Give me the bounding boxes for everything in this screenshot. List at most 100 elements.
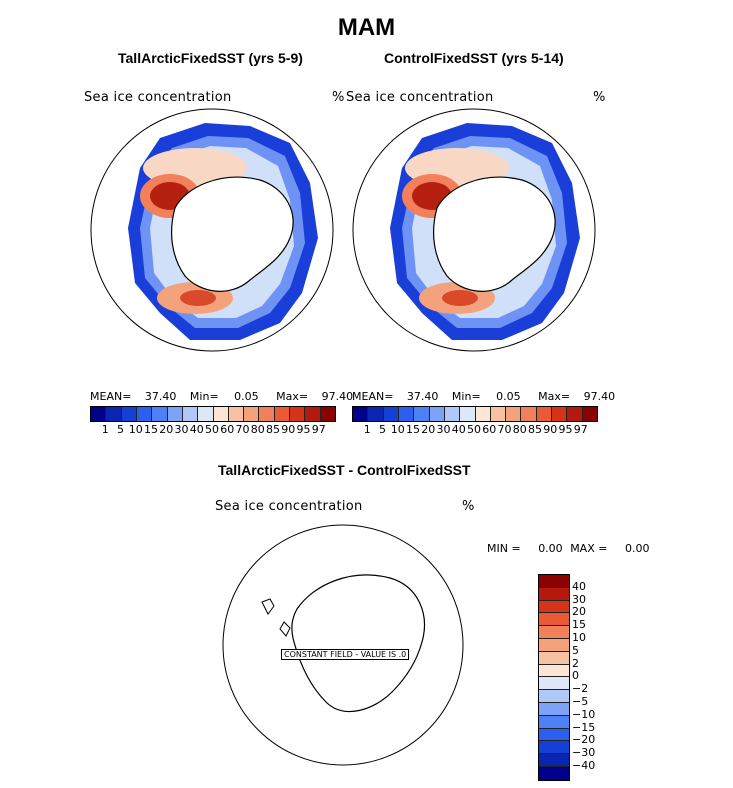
min-value: 0.05 — [234, 390, 259, 403]
colorbar-tick-label: 20 — [159, 423, 174, 436]
min-value: 0.05 — [496, 390, 521, 403]
colorbar-tick-label: 50 — [467, 423, 481, 436]
sea-ice-field-left — [128, 123, 318, 340]
colorbar-tick-label: −5 — [572, 695, 589, 708]
panel-right-units: % — [593, 90, 606, 105]
diff-field-label: Sea ice concentration — [215, 499, 363, 514]
colorbar-swatch — [490, 407, 507, 421]
colorbar-swatch — [213, 407, 229, 421]
diff-max-label: MAX = — [570, 542, 608, 555]
colorbar-right-labels: 1 5 10 15 20 30 40 50 60 70 80 85 90 95 97 — [352, 423, 596, 437]
colorbar-tick-label: 30 — [436, 423, 451, 436]
colorbar-tick-label: 70 — [497, 423, 512, 436]
antarctica-outline-left — [170, 176, 294, 292]
colorbar-swatch — [121, 407, 137, 421]
max-value: 97.40 — [321, 390, 354, 403]
colorbar-swatch — [353, 407, 369, 421]
colorbar-swatch — [274, 407, 291, 421]
colorbar-swatch — [539, 741, 569, 755]
colorbar-swatch — [536, 407, 553, 421]
colorbar-left-labels: 1 5 10 15 20 30 40 50 60 70 80 85 90 95 97 — [90, 423, 334, 437]
colorbar-swatch — [539, 600, 569, 614]
colorbar-tick-label: 50 — [205, 423, 219, 436]
diff-min-label: MIN = — [487, 542, 521, 555]
colorbar-swatch — [460, 407, 476, 421]
colorbar-tick-label: 40 — [451, 423, 466, 436]
colorbar-swatch — [414, 407, 430, 421]
antarctica-outline-diff — [291, 574, 426, 713]
colorbar-tick-label: 70 — [235, 423, 250, 436]
colorbar-swatch — [539, 728, 569, 742]
colorbar-tick-label: 90 — [543, 423, 558, 436]
min-label: Min= — [189, 390, 219, 403]
colorbar-tick-label: −10 — [572, 707, 596, 721]
colorbar-swatch — [228, 407, 245, 421]
colorbar-tick-label: 10 — [572, 631, 586, 644]
colorbar-swatch — [539, 754, 569, 767]
colorbar-swatch — [539, 702, 569, 716]
max-label: Max= — [538, 390, 571, 403]
colorbar-tick-label: 20 — [421, 423, 436, 436]
colorbar-swatch — [475, 407, 491, 421]
colorbar-swatch — [539, 575, 569, 588]
mean-label: MEAN= — [352, 390, 394, 403]
diff-min-value: 0.00 — [538, 542, 563, 555]
diff-minmax: MIN = 0.00 MAX = 0.00 — [487, 542, 649, 555]
panel-left-units: % — [332, 90, 345, 105]
colorbar-tick-label: 1 — [101, 423, 109, 436]
colorbar-swatch — [539, 766, 569, 780]
colorbar-swatch — [539, 715, 569, 729]
colorbar-swatch — [444, 407, 461, 421]
colorbar-tick-label: 0 — [572, 669, 579, 683]
colorbar-swatch — [182, 407, 199, 421]
colorbar-tick-label: 60 — [220, 423, 235, 436]
constant-field-note: CONSTANT FIELD - VALUE IS .0 — [281, 649, 410, 660]
panel-right-stats: MEAN= 37.40 Min= 0.05 Max= 97.40 — [352, 390, 615, 403]
colorbar-tick-label: 80 — [250, 423, 265, 436]
colorbar-tick-label: 10 — [128, 423, 143, 436]
colorbar-swatch — [539, 664, 569, 678]
max-value: 97.40 — [583, 390, 616, 403]
colorbar-swatch — [539, 651, 569, 665]
colorbar-swatch — [383, 407, 399, 421]
colorbar-tick-label: 40 — [572, 579, 586, 593]
mean-value: 37.40 — [406, 390, 439, 403]
colorbar-swatch — [259, 407, 275, 421]
panel-left-stats: MEAN= 37.40 Min= 0.05 Max= 97.40 — [90, 390, 353, 403]
colorbar-swatch — [152, 407, 168, 421]
panel-left-title: TallArcticFixedSST (yrs 5-9) — [118, 50, 303, 66]
colorbar-tick-label: 10 — [390, 423, 405, 436]
colorbar-swatch — [582, 407, 597, 421]
colorbar-tick-label: 60 — [482, 423, 497, 436]
colorbar-swatch — [506, 407, 522, 421]
max-label: Max= — [276, 390, 309, 403]
mean-value: 37.40 — [144, 390, 177, 403]
colorbar-swatch — [167, 407, 183, 421]
colorbar-tick-label: 95 — [558, 423, 573, 436]
colorbar-tick-label: 5 — [117, 423, 124, 436]
colorbar-swatch — [539, 638, 569, 652]
colorbar-tick-label: 15 — [572, 618, 586, 632]
colorbar-tick-label: 15 — [406, 423, 420, 436]
colorbar-swatch — [539, 587, 569, 601]
colorbar-tick-label: 30 — [572, 592, 586, 606]
colorbar-tick-label: 90 — [281, 423, 296, 436]
colorbar-right — [352, 406, 598, 422]
colorbar-diff-labels: 40 30 20 15 10 5 2 0 −2 −5 −10 −15 −20 −30 −40 — [572, 574, 632, 774]
colorbar-diff — [538, 574, 570, 781]
colorbar-tick-label: 5 — [572, 643, 579, 657]
colorbar-swatch — [539, 626, 569, 639]
colorbar-tick-label: −30 — [572, 746, 596, 760]
colorbar-swatch — [398, 407, 415, 421]
colorbar-swatch — [368, 407, 384, 421]
page-title: MAM — [337, 14, 396, 41]
colorbar-tick-label: 40 — [189, 423, 204, 436]
colorbar-tick-label: −15 — [572, 720, 596, 734]
colorbar-swatch — [198, 407, 214, 421]
colorbar-tick-label: 30 — [174, 423, 189, 436]
map-left — [90, 108, 334, 352]
colorbar-swatch — [91, 407, 107, 421]
colorbar-tick-label: −40 — [572, 759, 596, 772]
colorbar-tick-label: −20 — [572, 733, 596, 747]
colorbar-swatch — [305, 407, 321, 421]
